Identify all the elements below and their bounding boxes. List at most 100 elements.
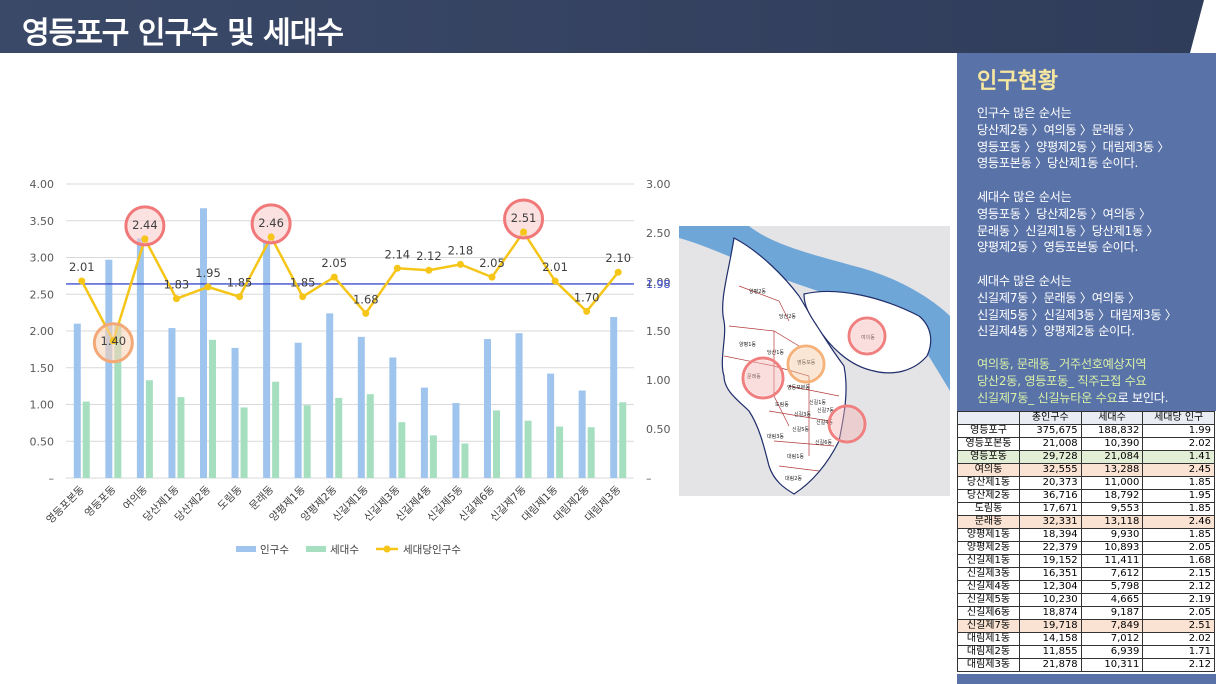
table-cell-ratio: 2.12 [1142,658,1215,672]
bar-households [587,427,595,478]
table-cell-ratio: 1.95 [1142,489,1215,503]
bar-population [420,387,428,478]
table-cell-name: 신길제4동 [957,580,1020,594]
table-cell-ratio: 2.02 [1142,632,1215,646]
svg-text:대림1동: 대림1동 [787,453,804,460]
insight-highlight: 여의동, 문래동_ 거주선호예상지역 당산2동, 영등포동_ 직주근접 수요 신… [977,357,1147,405]
legend-label: 세대수 [330,544,359,556]
table-cell-hh: 9,930 [1080,528,1144,542]
table-cell-hh: 188,832 [1080,424,1144,438]
line-point [488,273,496,281]
population-order-text: 인구수 많은 순서는 당산제2동 〉여의동 〉문래동 〉 영등포동 〉양평제2동… [977,106,1170,171]
category-label: 여의동 [121,483,150,512]
bar-population [357,336,365,478]
bar-households [82,401,90,478]
bar-population [484,339,491,478]
dong-boundaries [723,285,840,472]
bar-households [177,397,185,478]
table-cell-hh: 9,553 [1080,502,1144,516]
table-header-cell: 세대수 [1080,411,1144,425]
title-bar-shape [0,0,1204,53]
data-label: 1.40 [101,334,127,348]
data-label: 1.85 [290,276,316,290]
svg-text:신길4동: 신길4동 [816,419,833,426]
line-point [330,273,338,281]
table-cell-hh: 7,012 [1080,632,1144,646]
data-label: 2.51 [511,211,537,225]
table-cell-name: 신길제6동 [957,606,1020,620]
table-cell-pop: 14,158 [1019,632,1082,646]
highlight-circle-red [124,205,166,247]
table-cell-pop: 32,555 [1019,463,1082,477]
data-label: 2.18 [448,243,474,257]
table-cell-ratio: 1.85 [1142,476,1215,490]
line-point [362,309,370,317]
bar-households [240,407,248,478]
svg-text:여의동: 여의동 [861,334,875,341]
bar-households [556,426,564,478]
table-row: 양평제1동 18,394 9,930 1.85 [957,528,1215,542]
table-cell-ratio: 2.46 [1142,515,1215,529]
table-cell-hh: 11,411 [1080,554,1144,568]
table-cell-name: 신길제5동 [957,593,1020,607]
table-cell-pop: 10,230 [1019,593,1082,607]
table-cell-name: 대림제3동 [957,658,1020,672]
line-point [236,293,244,301]
right-axis-tick-label: 2.00 [646,276,670,289]
table-cell-pop: 22,379 [1019,541,1082,555]
legend-label: 인구수 [260,544,289,556]
table-cell-pop: 12,304 [1019,580,1082,594]
line-point [614,268,622,276]
table-cell-ratio: 2.02 [1142,437,1215,451]
svg-text:양평1동: 양평1동 [739,341,756,348]
bar-population [389,357,397,478]
table-cell-name: 영등포본동 [957,437,1020,451]
table-cell-hh: 11,000 [1080,476,1144,490]
line-point [267,233,275,241]
table-cell-hh: 10,311 [1080,658,1144,672]
svg-text:신길5동: 신길5동 [792,426,809,433]
line-point [299,293,307,301]
line-point [551,277,559,285]
bar-households [303,405,311,478]
table-cell-hh: 10,390 [1080,437,1144,451]
table-cell-pop: 11,855 [1019,645,1082,659]
data-label: 1.70 [574,290,600,304]
map-highlight-circles [741,316,887,444]
table-row: 여의동 32,555 13,288 2.45 [957,463,1215,477]
left-axis-tick-label: 3.00 [30,252,55,265]
data-label: 2.44 [132,218,158,232]
svg-text:신길1동: 신길1동 [809,399,826,406]
legend-swatch [236,546,256,552]
table-cell-pop: 21,878 [1019,658,1082,672]
table-row: 신길제4동 12,304 5,798 2.12 [957,580,1215,594]
bar-population [136,238,144,478]
data-label: 2.01 [542,260,568,274]
category-label: 도림동 [216,483,245,512]
reference-line-label: 1.98 [646,278,670,291]
table-cell-ratio: 1.71 [1142,645,1215,659]
data-label: 1.68 [353,292,379,306]
bar-population [452,403,460,478]
table-header-cell: 세대당 인구 [1142,411,1215,425]
table-cell-name: 영등포구 [957,424,1020,438]
table-cell-pop: 36,716 [1019,489,1082,503]
data-label: 1.85 [227,276,253,290]
table-cell-name: 여의동 [957,463,1020,477]
table-cell-hh: 9,187 [1080,606,1144,620]
table-cell-hh: 6,939 [1080,645,1144,659]
table-cell-ratio: 2.19 [1142,593,1215,607]
left-axis-tick-label: – [49,472,55,485]
table-row: 대림제3동 21,878 10,311 2.12 [957,658,1215,672]
bar-households [398,422,406,478]
table-cell-ratio: 1.85 [1142,502,1215,516]
right-axis-tick-label: – [646,472,652,485]
left-axis-tick-label: 0.50 [30,435,55,448]
table-cell-ratio: 1.85 [1142,528,1215,542]
table-cell-name: 신길제7동 [957,619,1020,633]
table-cell-ratio: 2.51 [1142,619,1215,633]
table-cell-ratio: 2.12 [1142,580,1215,594]
svg-text:문래동: 문래동 [747,373,761,380]
svg-text:도림동: 도림동 [775,401,789,408]
highlight-circle-red [503,198,545,240]
